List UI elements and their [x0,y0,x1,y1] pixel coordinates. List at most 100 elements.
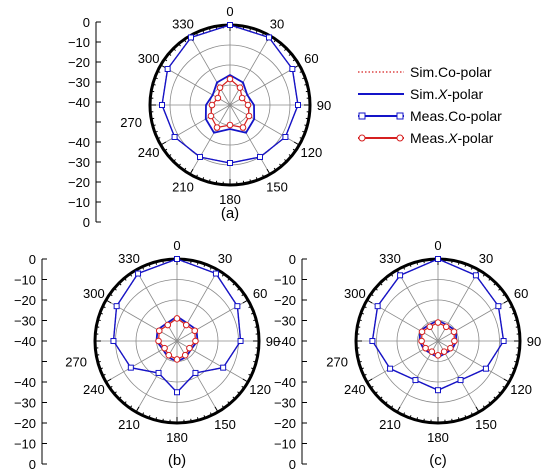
ring-tick [279,43,282,47]
data-point [174,256,180,262]
polar-chart-1: 0 30 60 90 120 150 180 210 240 300 330 0 −10 −20 −30 −4… [68,4,331,230]
ring-tick [515,326,519,328]
data-point [186,344,193,352]
ring-tick [135,406,140,413]
ring-tick [190,418,192,422]
radial-tick-label: −10 [68,35,90,50]
legend-item: Meas.X-polar [358,130,494,146]
ring-tick [203,263,206,267]
ring-tick [514,319,518,322]
radial-tick-label: −30 [274,314,296,329]
angle-tick-label: 0 [434,238,441,253]
ring-tick [358,319,362,322]
ring-tick [512,312,516,315]
ring-tick [279,163,282,167]
ring-tick [173,159,176,162]
ring-tick [157,70,161,73]
ring-tick [366,378,373,383]
ring-tick [154,77,158,80]
grid-spoke [135,340,178,413]
ring-tick [482,273,486,277]
data-point [165,351,173,359]
radial-tick-label: −40 [14,375,36,390]
ring-tick [262,174,265,178]
data-point [422,344,429,352]
ring-tick [457,417,460,421]
radial-tick-label: −40 [14,334,36,349]
ring-tick [357,326,361,328]
data-point [450,328,458,336]
ring-tick [409,263,412,267]
data-point [155,327,163,335]
data-point [442,323,450,331]
ring-tick [512,367,516,370]
ring-tick [370,385,374,389]
radial-tick-label: −40 [68,135,90,150]
ring-tick [221,273,225,277]
ring-tick [384,277,388,281]
data-point [216,84,224,91]
data-point [173,315,181,322]
ring-tick [97,360,101,363]
data-point [434,352,442,359]
data-point [164,66,171,72]
data-point [244,101,252,109]
data-point [113,303,120,310]
angle-tick-label: 300 [83,286,105,301]
ring-tick [370,293,374,297]
ring-tick [451,418,453,422]
ring-tick [299,137,303,140]
ring-tick [464,415,467,419]
ring-tick [113,287,117,291]
radial-axis: 0 −10 −20 −30 −40 270 −40 −30 −20 −10 0 [14,252,87,472]
radial-tick-label: −30 [14,314,36,329]
ring-tick [390,273,394,277]
ring-tick [151,117,155,120]
angle-tick-label: 180 [427,430,449,445]
ring-tick [509,373,513,377]
data-point [434,319,442,326]
ring-tick [162,260,164,264]
angle-tick-label: 60 [514,286,528,301]
data-point [171,134,178,140]
ring-tick [299,70,303,73]
ring-tick [152,124,156,127]
data-point [155,369,162,376]
ring-tick [302,77,306,80]
data-point [127,364,134,371]
ring-tick [498,287,502,291]
ring-tick [396,406,401,413]
angle-tick-label: 330 [172,17,194,32]
legend-label: Sim.X-polar [410,86,483,102]
angle-tick-label: 60 [253,286,267,301]
grid-spoke [176,340,219,413]
ring-tick [118,396,122,400]
ring-tick [255,177,258,181]
ring-tick [470,266,474,270]
ring-tick [305,90,309,93]
data-point [387,365,394,372]
grid-spoke [189,35,231,106]
ring-tick [470,412,474,416]
ring-tick [148,263,151,267]
data-point [191,327,199,335]
ring-tick [209,412,213,416]
ring-tick [262,32,265,36]
panel-label: (a) [221,205,239,222]
radial-tick-label: −30 [68,75,90,90]
legend-item: Sim.Co-polar [358,64,492,80]
ring-tick [154,130,158,133]
grid-spoke [229,104,300,146]
data-point [282,134,289,140]
data-point [428,348,436,355]
ring-tick [390,405,394,409]
data-point [472,272,479,279]
data-point [155,337,162,345]
data-point [213,124,221,131]
ring-tick [203,415,206,419]
angle-tick-label: 120 [510,382,532,397]
data-point [289,66,296,72]
ring-tick [152,83,156,86]
ring-tick [123,401,127,405]
radial-tick-label: 0 [29,457,36,472]
